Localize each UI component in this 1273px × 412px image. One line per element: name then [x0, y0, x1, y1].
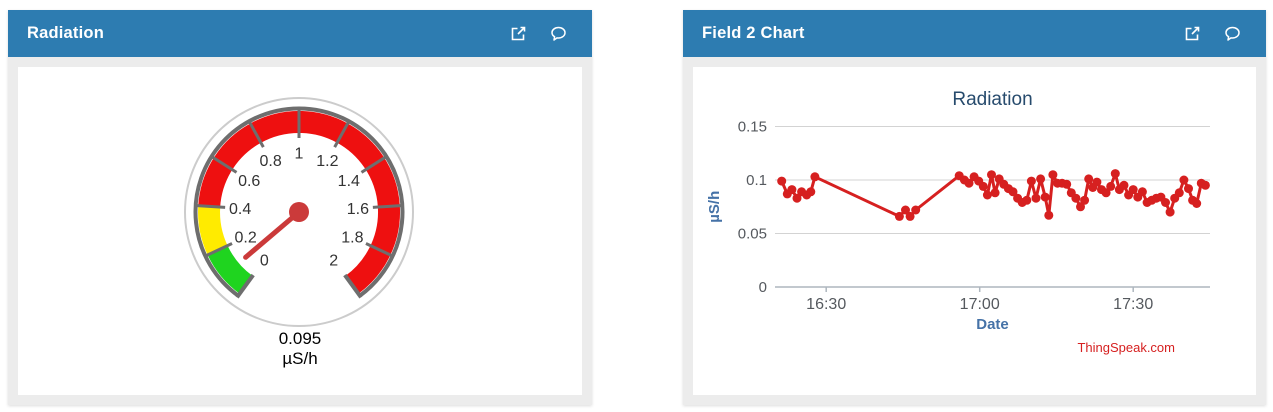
- gauge-panel-body: 0 0.2 0.4 0.6 0.8 1 1.2 1.4 1.6 1.8 2 0.095 µS/h: [8, 57, 592, 405]
- comment-icon: [1224, 26, 1240, 41]
- svg-text:0.1: 0.1: [746, 172, 767, 189]
- svg-text:0.4: 0.4: [229, 201, 251, 218]
- gauge-panel-external-link-button[interactable]: [508, 24, 528, 44]
- external-link-icon: [511, 26, 525, 41]
- gauge-value: 0.095: [278, 329, 322, 348]
- y-axis-title: µS/h: [706, 191, 723, 223]
- svg-text:2: 2: [329, 252, 338, 269]
- svg-text:0.2: 0.2: [234, 230, 256, 247]
- svg-text:16:30: 16:30: [806, 296, 846, 313]
- svg-text:0: 0: [260, 252, 269, 269]
- svg-text:1.6: 1.6: [347, 201, 369, 218]
- radiation-gauge: 00.2 0.4 0.6 0.8 1 1.21.4 1.6 1.82: [184, 97, 414, 327]
- thingspeak-credit: ThingSpeak.com: [1077, 340, 1175, 355]
- gauge-panel-title: Radiation: [27, 24, 104, 42]
- gauge-panel: Radiation 0 0.2 0.4 0.6 0.8 1 1.2 1.: [8, 10, 592, 405]
- chart-panel-header: Field 2 Chart: [683, 10, 1266, 57]
- chart-gridlines: [775, 126, 1210, 288]
- external-link-icon: [1185, 26, 1199, 41]
- svg-text:17:30: 17:30: [1113, 296, 1153, 313]
- svg-text:1.4: 1.4: [338, 173, 360, 190]
- gauge-card: 0 0.2 0.4 0.6 0.8 1 1.2 1.4 1.6 1.8 2 0.095 µS/h: [18, 67, 582, 395]
- chart-panel-comment-button[interactable]: [1222, 24, 1242, 44]
- svg-text:0.6: 0.6: [238, 173, 260, 190]
- gauge-needle-hub: [289, 202, 309, 222]
- y-axis-tick-labels: 0 0.05 0.1 0.15: [738, 119, 767, 297]
- comment-icon: [550, 26, 566, 41]
- gauge-units: µS/h: [282, 349, 318, 368]
- gauge-needle: [243, 209, 302, 260]
- gauge-tick-labels: 00.2 0.4 0.6 0.8 1 1.21.4 1.6 1.82: [229, 146, 369, 270]
- svg-text:1.8: 1.8: [341, 230, 363, 247]
- chart-panel: Field 2 Chart 0 0.05 0.1 0.15 16:: [683, 10, 1266, 405]
- chart-panel-actions: [1182, 24, 1242, 44]
- svg-text:1.2: 1.2: [316, 153, 338, 170]
- gauge-readout: 0.095 µS/h: [18, 329, 582, 369]
- svg-text:0.15: 0.15: [738, 119, 767, 136]
- chart-title: Radiation: [952, 89, 1032, 110]
- svg-text:0.8: 0.8: [259, 153, 281, 170]
- field2-line-chart: 0 0.05 0.1 0.15 16:30 17:00 17:30 Radiation µS/h…: [706, 89, 1210, 355]
- gauge-panel-header: Radiation: [8, 10, 592, 57]
- gauge-panel-comment-button[interactable]: [548, 24, 568, 44]
- chart-panel-title: Field 2 Chart: [702, 24, 805, 42]
- svg-text:1: 1: [295, 146, 304, 163]
- x-axis-title: Date: [976, 316, 1009, 333]
- svg-text:0.05: 0.05: [738, 226, 767, 243]
- gauge-ticks: [195, 108, 403, 299]
- svg-text:17:00: 17:00: [960, 296, 1000, 313]
- x-axis-tick-labels: 16:30 17:00 17:30: [806, 287, 1153, 313]
- svg-text:0: 0: [759, 279, 767, 296]
- chart-card: 0 0.05 0.1 0.15 16:30 17:00 17:30 Radiation µS/h…: [693, 67, 1256, 395]
- chart-panel-external-link-button[interactable]: [1182, 24, 1202, 44]
- chart-panel-body: 0 0.05 0.1 0.15 16:30 17:00 17:30 Radiation µS/h…: [683, 57, 1266, 405]
- gauge-panel-actions: [508, 24, 568, 44]
- series-markers[interactable]: [777, 169, 1210, 221]
- gauge-outer-circle: [184, 97, 414, 327]
